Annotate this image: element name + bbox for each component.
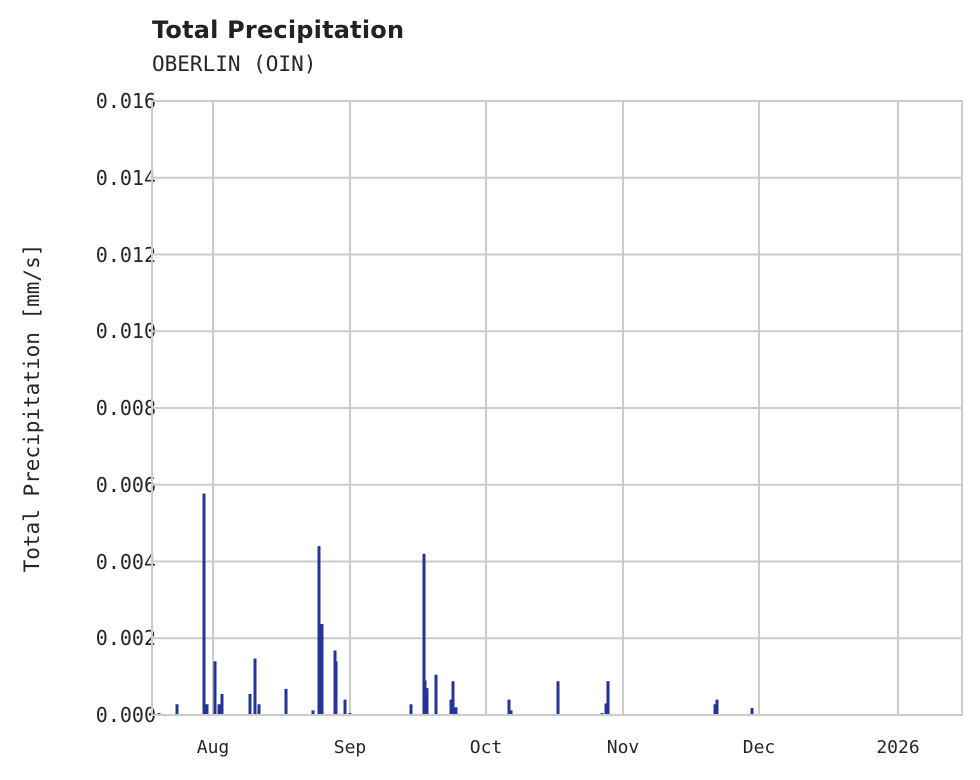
y-tick-label: 0.006 [95, 472, 156, 497]
precip-bar [434, 674, 438, 715]
precip-bar [317, 546, 321, 715]
precip-bar [509, 710, 513, 715]
y-tick-label: 0.016 [95, 89, 156, 113]
precip-bar [425, 688, 429, 715]
precip-bar [205, 704, 209, 715]
gridlines [152, 100, 962, 716]
y-tick-label: 0.008 [95, 396, 156, 420]
y-tick-label: 0.004 [95, 549, 156, 574]
precip-bar [343, 699, 347, 715]
precip-bar [606, 681, 610, 715]
precip-bar [556, 681, 560, 715]
y-tick-label: 0.012 [95, 242, 156, 267]
precip-bar [451, 681, 455, 715]
precip-bar [423, 680, 427, 715]
y-tick-label: 0.014 [95, 165, 156, 190]
x-tick-label: Sep [333, 737, 367, 758]
precip-bar [715, 699, 719, 715]
precip-bar [604, 703, 608, 715]
precip-bar [220, 693, 224, 715]
precip-bar [507, 699, 511, 715]
precip-bar [257, 704, 261, 715]
precip-bar [311, 710, 315, 715]
precip-bar [175, 704, 179, 715]
chart-title: Total Precipitation [152, 16, 405, 44]
precip-bar [202, 619, 206, 715]
x-tick-label: 2026 [876, 737, 920, 758]
precip-bar [334, 661, 338, 715]
y-tick-label: 0.002 [95, 626, 156, 651]
precip-bar [248, 693, 252, 715]
y-tick-label: 0.010 [95, 319, 156, 344]
precip-bar [409, 704, 413, 715]
precip-bar [449, 699, 453, 715]
precipitation-bars [157, 493, 754, 715]
x-tick-label: Oct [469, 737, 503, 758]
precip-bar [202, 493, 206, 715]
y-tick-label: 0.000 [95, 703, 156, 727]
precip-bar [284, 688, 288, 715]
precip-bar [422, 553, 426, 715]
precip-bar [454, 707, 458, 715]
chart-subtitle: OBERLIN (OIN) [152, 52, 317, 76]
precip-bar [320, 624, 324, 715]
precip-bar [213, 661, 217, 715]
plot-frame [151, 100, 963, 716]
precip-bar [217, 704, 221, 715]
precip-bar [253, 658, 257, 715]
x-tick-label: Aug [196, 737, 230, 758]
x-tick-label: Nov [606, 737, 640, 758]
precip-bar [750, 708, 754, 715]
x-tick-label: Dec [742, 737, 776, 758]
precip-bar [713, 704, 717, 715]
